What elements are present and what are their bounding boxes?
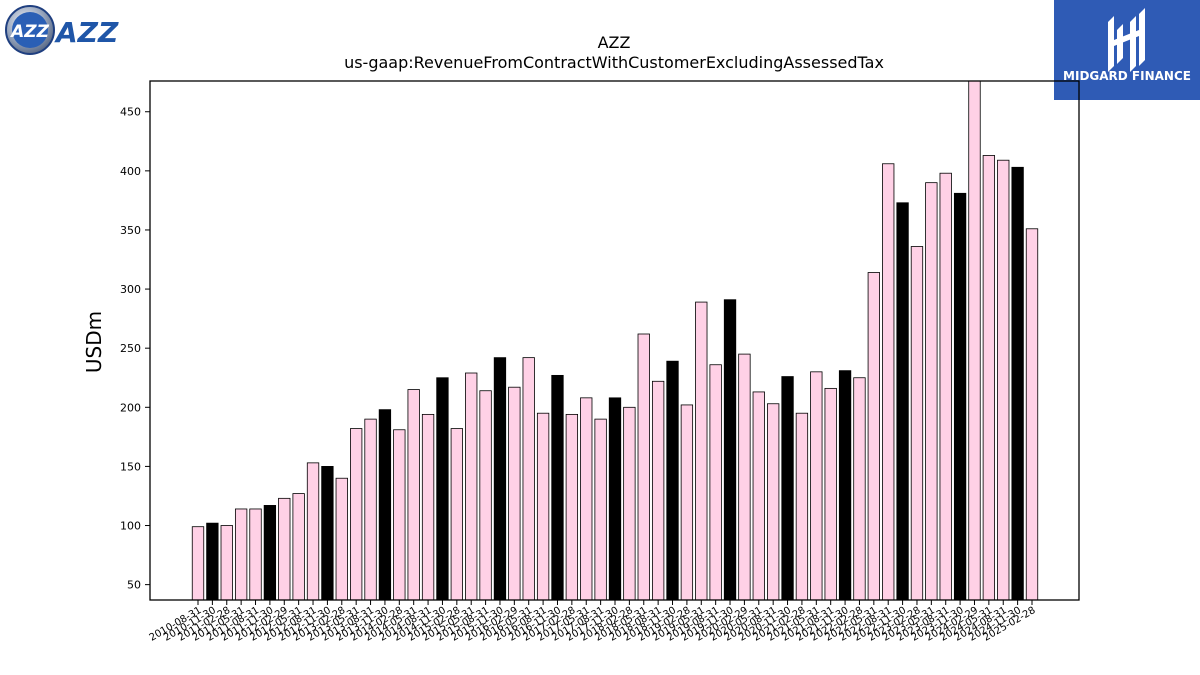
bar-2010-08-31: [191, 526, 205, 601]
bar-2018-08-31: [651, 380, 665, 601]
bar-2012-11-30: [321, 466, 334, 601]
bar-2011-08-31: [249, 508, 262, 601]
bar-2017-02-28: [565, 413, 579, 601]
bar-2017-05-31: [580, 397, 593, 601]
bar-2016-08-31: [536, 412, 550, 601]
bar-2012-02-29: [278, 497, 291, 601]
bar-2012-08-31: [306, 462, 320, 601]
bar-2011-11-30: [263, 505, 277, 601]
bar-2013-11-30: [378, 409, 392, 601]
bar-2022-11-30: [896, 202, 909, 601]
chart-subtitle: us-gaap:RevenueFromContractWithCustomerE…: [344, 53, 884, 72]
y-tick-label: 400: [120, 165, 141, 178]
bar-2019-05-31: [695, 301, 708, 601]
bar-2014-05-31: [407, 389, 420, 601]
bar-2020-02-29: [738, 353, 751, 601]
bar-2013-08-31: [364, 418, 377, 601]
y-tick-label: 450: [120, 106, 141, 119]
y-tick-label: 250: [120, 342, 141, 355]
plot-frame: [149, 80, 1080, 601]
bar-series: [191, 80, 1039, 601]
y-tick-label: 350: [120, 224, 141, 237]
bar-2021-08-31: [824, 387, 837, 601]
bar-2021-11-30: [838, 370, 852, 601]
bar-2021-05-31: [810, 371, 823, 601]
bar-2015-05-31: [465, 372, 478, 601]
y-axis-label: USDm: [82, 311, 106, 373]
bar-2020-05-31: [752, 391, 765, 601]
bar-2018-02-28: [623, 406, 636, 601]
bar-2018-11-30: [666, 360, 679, 601]
bar-2023-02-28: [910, 246, 924, 601]
bar-2024-11-30: [1011, 166, 1024, 601]
x-axis-ticks: 2010-08-312010-11-302011-02-282011-05-31…: [148, 600, 1038, 644]
y-tick-label: 50: [127, 579, 141, 592]
bar-2017-11-30: [608, 397, 622, 601]
bar-2023-08-31: [939, 172, 952, 601]
azz-logo-wordmark: AZZ: [54, 16, 119, 49]
y-tick-label: 300: [120, 283, 141, 296]
bar-2016-05-31: [522, 357, 535, 601]
azz-logo-monogram: AZZ: [9, 22, 49, 42]
bar-2013-05-31: [350, 428, 363, 601]
bar-2019-08-31: [709, 364, 722, 601]
bar-2023-05-31: [925, 182, 938, 601]
bar-2014-11-30: [436, 377, 449, 601]
bar-2016-11-30: [551, 374, 564, 601]
bar-2022-02-28: [853, 377, 866, 601]
bar-2012-05-31: [292, 493, 305, 601]
bar-2020-11-30: [781, 376, 794, 601]
bar-2023-11-30: [953, 192, 967, 601]
azz-logo: AZZ AZZ: [4, 4, 136, 56]
y-tick-label: 150: [120, 460, 141, 473]
bar-2024-02-29: [968, 80, 981, 601]
y-tick-label: 100: [120, 520, 141, 533]
bar-2014-08-31: [421, 413, 435, 601]
y-axis-ticks: 50 100 150 200 250 300 350 400 450: [120, 106, 150, 592]
bar-2013-02-28: [335, 477, 348, 601]
y-tick-label: 200: [120, 401, 141, 414]
bar-2024-05-31: [982, 155, 996, 601]
midgard-finance-wordmark: MIDGARD FINANCE: [1063, 69, 1191, 83]
bar-2017-08-31: [594, 418, 607, 601]
bar-2015-11-30: [493, 357, 507, 601]
bar-2020-08-31: [767, 403, 780, 601]
bar-2019-11-30: [723, 299, 737, 601]
bar-2025-02-28: [1025, 228, 1039, 601]
bar-2011-02-28: [220, 525, 233, 601]
bar-2015-02-28: [450, 428, 463, 601]
midgard-emblem-icon: [1108, 8, 1145, 72]
bar-2015-08-31: [479, 390, 492, 601]
bar-2022-08-31: [882, 163, 895, 601]
bar-2011-05-31: [234, 508, 248, 601]
bar-2018-05-31: [637, 333, 650, 601]
bar-2022-05-31: [867, 272, 880, 601]
bar-2016-02-29: [508, 386, 521, 601]
bar-2014-02-28: [393, 429, 406, 601]
midgard-finance-logo: MIDGARD FINANCE: [1054, 0, 1200, 100]
bar-2024-08-31: [997, 159, 1010, 601]
bar-2021-02-28: [795, 412, 809, 601]
bar-2010-11-30: [206, 522, 219, 601]
bar-2019-02-28: [680, 404, 694, 601]
chart-title: AZZ: [598, 33, 631, 52]
